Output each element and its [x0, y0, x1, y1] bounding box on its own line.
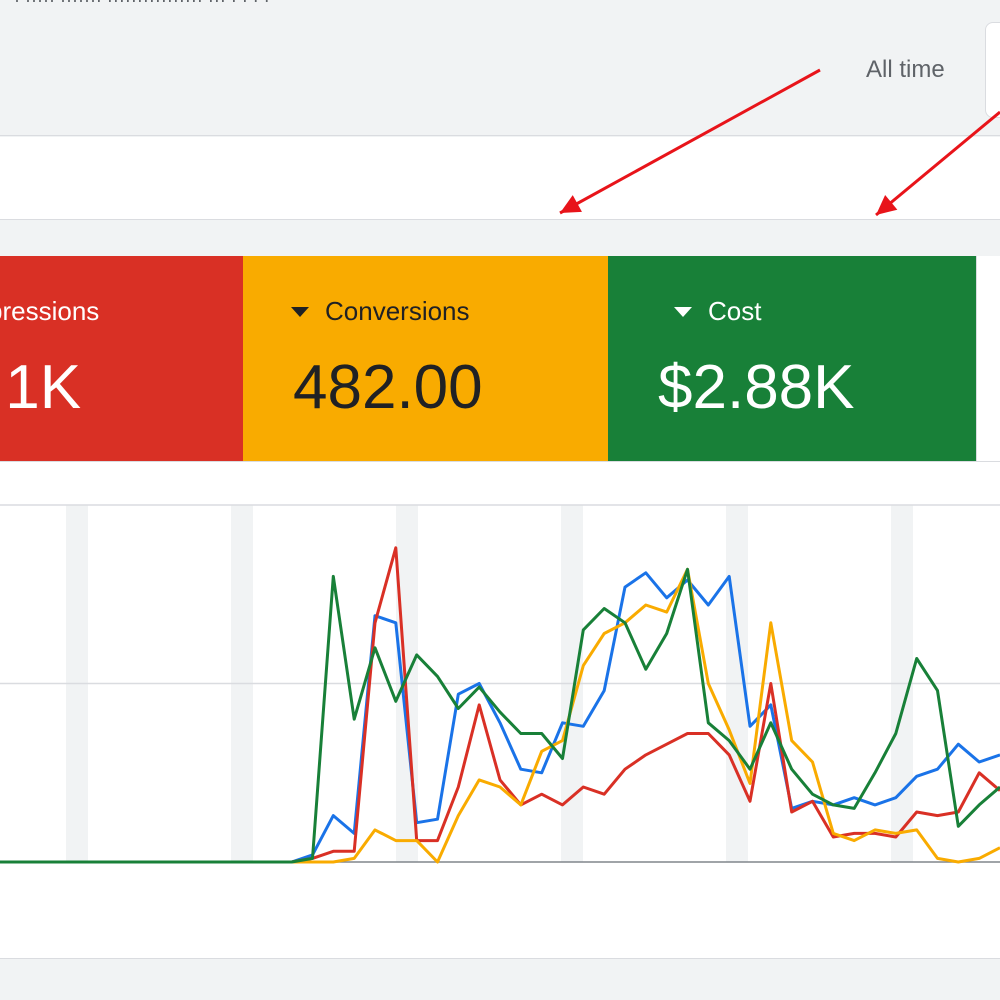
scorecard-conversions[interactable]: Conversions 482.00 [243, 256, 608, 461]
bottom-strip [0, 958, 1000, 1000]
scorecard-impressions-label: pressions [0, 296, 100, 326]
chart-series-line-1 [0, 546, 1000, 864]
scorecard-row: pressions .1K Conversions 482.00 Cost $2… [0, 256, 1000, 461]
dropdown-triangle-icon[interactable] [674, 306, 692, 317]
chart-series-line-2 [0, 567, 1000, 864]
chart-series-line-3 [0, 567, 1000, 864]
chart-series-line-0 [0, 571, 1000, 864]
toolbar-cut-text: · ····· ······· ················ ··· · ·… [14, 0, 270, 10]
top-toolbar: · ····· ······· ················ ··· · ·… [0, 0, 1000, 136]
scorecard-cost-value: $2.88K [658, 353, 855, 422]
line-chart [0, 504, 1000, 864]
dropdown-triangle-icon[interactable] [291, 306, 309, 317]
scorecard-impressions[interactable]: pressions .1K [0, 256, 243, 461]
performance-chart [0, 461, 1000, 958]
date-range-label: All time [866, 56, 945, 83]
scorecard-next[interactable] [976, 256, 1000, 461]
scorecard-cost-label: Cost [708, 296, 762, 326]
scorecard-conversions-label: Conversions [325, 296, 470, 326]
filter-bar [0, 137, 1000, 220]
scorecard-conversions-value: 482.00 [293, 353, 483, 422]
scorecard-impressions-value: .1K [0, 353, 82, 422]
date-range-picker[interactable] [985, 22, 1000, 118]
section-divider [0, 220, 1000, 256]
scorecard-cost[interactable]: Cost $2.88K [608, 256, 976, 461]
